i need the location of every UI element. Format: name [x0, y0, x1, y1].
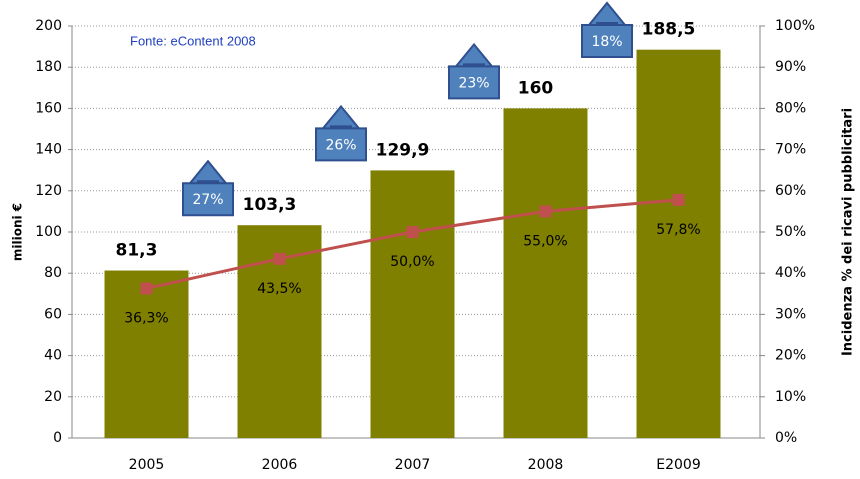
bar-value-label: 81,3	[116, 241, 158, 261]
growth-arrow	[315, 104, 367, 162]
growth-label: 23%	[458, 75, 489, 91]
y-tick-label: 180	[35, 59, 62, 75]
x-tick-label: 2006	[262, 457, 298, 473]
y2-tick-label: 60%	[775, 183, 806, 199]
y-tick-label: 20	[44, 389, 62, 405]
line-marker	[273, 252, 286, 265]
line-value-label: 43,5%	[257, 281, 301, 297]
y2-tick-label: 80%	[775, 100, 806, 116]
bar-value-label: 188,5	[642, 20, 696, 40]
growth-arrow	[581, 1, 633, 58]
y2-tick-label: 70%	[775, 142, 806, 158]
y-tick-label: 80	[44, 265, 62, 281]
y-axis-title: milioni €	[11, 203, 25, 261]
y-tick-label: 0	[53, 430, 62, 446]
bar-value-label: 160	[518, 78, 554, 98]
y-tick-label: 140	[35, 142, 62, 158]
line-value-label: 57,8%	[656, 222, 700, 238]
line-value-label: 55,0%	[523, 233, 567, 249]
bar	[636, 49, 721, 438]
bar-value-label: 103,3	[243, 195, 297, 215]
y-tick-label: 160	[35, 100, 62, 116]
y2-tick-label: 90%	[775, 59, 806, 75]
bar-value-label: 129,9	[376, 140, 430, 160]
x-tick-label: E2009	[656, 457, 700, 473]
x-tick-label: 2007	[395, 457, 431, 473]
y2-tick-label: 10%	[775, 389, 806, 405]
y-tick-label: 100	[35, 224, 62, 240]
y2-tick-label: 0%	[775, 430, 797, 446]
line-marker	[672, 193, 685, 206]
y-tick-label: 120	[35, 183, 62, 199]
source-note: Fonte: eContent 2008	[130, 33, 256, 48]
line-value-label: 50,0%	[390, 254, 434, 270]
y2-tick-label: 20%	[775, 348, 806, 364]
growth-arrow	[448, 42, 500, 100]
y-tick-label: 40	[44, 348, 62, 364]
x-tick-label: 2005	[129, 457, 165, 473]
bar	[104, 270, 189, 438]
y-tick-label: 60	[44, 306, 62, 322]
bar	[370, 170, 455, 438]
growth-label: 26%	[325, 137, 356, 153]
line-value-label: 36,3%	[124, 310, 168, 326]
y-tick-label: 200	[35, 18, 62, 34]
line-marker	[406, 226, 419, 238]
bar	[503, 108, 588, 439]
line-marker	[539, 205, 552, 218]
x-tick-label: 2008	[528, 457, 564, 473]
y2-tick-label: 30%	[775, 306, 806, 322]
y2-axis-title: Incidenza % dei ricavi pubblicitari	[841, 108, 856, 356]
y2-tick-label: 40%	[775, 265, 806, 281]
growth-label: 27%	[192, 192, 223, 208]
growth-arrow	[182, 159, 234, 217]
line-marker	[140, 282, 153, 295]
y2-tick-label: 50%	[775, 224, 806, 240]
y2-tick-label: 100%	[775, 18, 815, 34]
growth-label: 18%	[591, 34, 622, 50]
